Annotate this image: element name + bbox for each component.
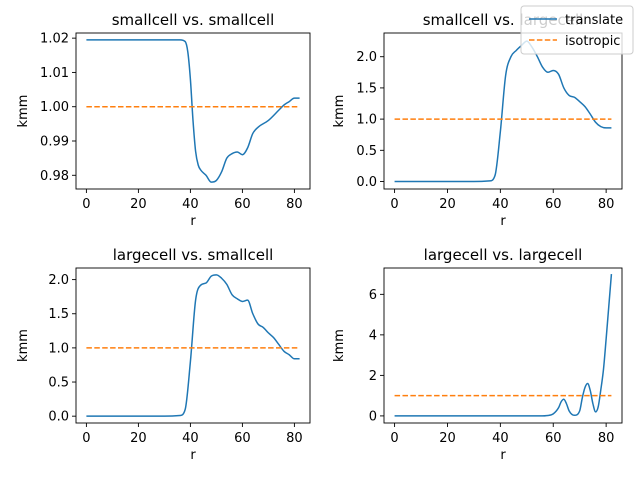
axes-frame [75,267,311,424]
y-tick-label: 0.0 [48,410,69,425]
y-tick-label: 1.5 [356,81,377,96]
legend: translate isotropic [520,5,634,55]
y-tick-label: 1.5 [48,307,69,322]
y-axis-label: kmm [332,95,347,128]
axes-frame [383,32,623,190]
x-tick-label: 0 [82,431,90,446]
x-tick-label: 80 [598,197,615,212]
subplot-3: 0 20 40 60 80 0.0 0.5 1.0 1.5 2.0 r kmm largecell vs… [16,246,311,463]
y-tick-label: 0.99 [40,135,69,150]
subplot-title: largecell vs. largecell [424,246,583,264]
series-line-translate [394,274,613,417]
axes-frame [383,267,623,424]
x-tick-label: 40 [182,431,199,446]
x-tick-label: 20 [439,197,456,212]
x-tick-label: 80 [286,431,303,446]
subplot-grid: 0 20 40 60 800.980.991.001.011.02rkmmsmallce… [16,11,623,463]
series-group [86,39,300,183]
x-tick-label: 60 [545,431,562,446]
axes-frame [75,32,311,190]
x-tick-label: 60 [234,431,251,446]
x-tick-label: 40 [492,197,509,212]
legend-frame [520,5,634,55]
x-tick-label: 0 [390,431,398,446]
legend-label-isotropic: isotropic [565,34,620,49]
series-group [394,274,613,417]
y-tick-label: 0 [369,409,377,424]
y-tick-label: 0.98 [40,169,69,184]
y-tick-label: 0.5 [48,376,69,391]
x-tick-label: 60 [545,197,562,212]
x-tick-label: 20 [130,197,147,212]
subplot-4: 0 20 40 60 80 0 2 4 6 r kmm largecell vs. largecell [332,246,623,463]
y-tick-label: 0.0 [356,175,377,190]
y-axis-label: kmm [16,329,31,362]
y-tick-label: 1.0 [48,341,69,356]
x-axis-label: r [500,448,506,463]
x-axis-label: r [190,214,196,229]
x-tick-label: 0 [390,197,398,212]
y-tick-label: 4 [369,328,377,343]
y-tick-label: 1.00 [40,100,69,115]
y-tick-label: 2.0 [48,273,69,288]
series-line-translate [86,274,300,417]
y-tick-label: 1.02 [40,32,69,47]
subplot-title: smallcell vs. smallcell [112,11,275,29]
y-tick-label: 2.0 [356,50,377,65]
x-tick-label: 80 [598,431,615,446]
subplot-title: largecell vs. smallcell [113,246,274,264]
y-axis-label: kmm [332,329,347,362]
x-tick-label: 40 [492,431,509,446]
x-axis-label: r [500,214,506,229]
y-axis-label: kmm [16,95,31,128]
series-line-translate [86,39,300,183]
series-line-translate [394,40,612,183]
x-tick-label: 80 [286,197,303,212]
y-tick-label: 0.5 [356,144,377,159]
subplot-1: 0 20 40 60 80 0.98 0.99 1.00 1.01 1.02 r kmm smallce… [16,11,311,229]
series-group [394,40,612,183]
x-tick-label: 40 [182,197,199,212]
y-tick-label: 6 [369,288,377,303]
y-tick-label: 2 [369,369,377,384]
x-tick-label: 0 [82,197,90,212]
legend-label-translate: translate [565,13,623,28]
series-group [86,274,300,417]
y-tick-label: 1.0 [356,113,377,128]
x-tick-label: 60 [234,197,251,212]
y-tick-label: 1.01 [40,66,69,81]
x-axis-label: r [190,448,196,463]
x-tick-label: 20 [439,431,456,446]
x-tick-label: 20 [130,431,147,446]
